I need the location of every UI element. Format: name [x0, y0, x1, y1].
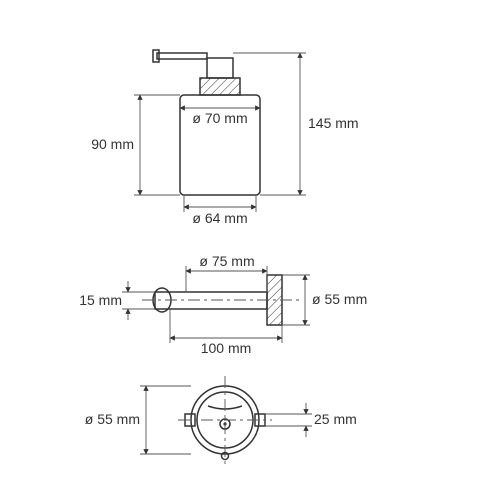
dim-arm-thickness: 15 mm: [79, 292, 122, 308]
dim-body-height: 90 mm: [91, 136, 134, 152]
dim-arm-length: 100 mm: [201, 340, 252, 356]
front-view: ø 70 mm 90 mm ø 64 mm 145 mm: [91, 50, 358, 226]
dim-plate-diameter: ø 75 mm: [199, 253, 254, 269]
top-view: ø 55 mm 25 mm: [85, 376, 357, 467]
dim-top-diameter: ø 70 mm: [192, 110, 247, 126]
dimension-drawing: ø 70 mm 90 mm ø 64 mm 145 mm ø 75 mm 15 …: [0, 0, 500, 500]
dim-top-outer-diameter: ø 55 mm: [85, 411, 140, 427]
side-view: ø 75 mm 15 mm ø 55 mm 100 mm: [79, 253, 367, 356]
dim-base-diameter: ø 64 mm: [192, 210, 247, 226]
dim-overall-height: 145 mm: [308, 115, 359, 131]
dim-tab-span: 25 mm: [314, 411, 357, 427]
dim-backplate-diameter: ø 55 mm: [312, 291, 367, 307]
